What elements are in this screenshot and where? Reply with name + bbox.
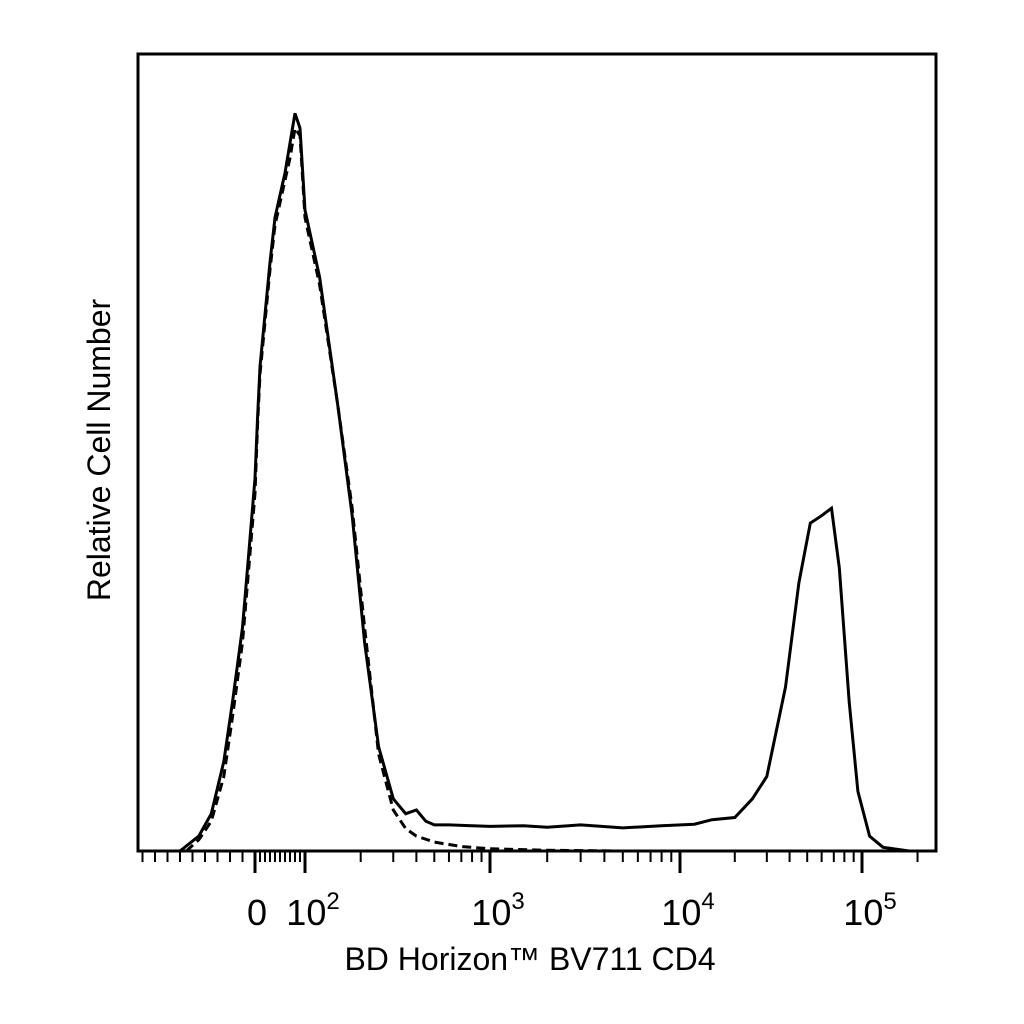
x-tick-label-1e2-base: 10 xyxy=(286,892,326,933)
x-tick-label-1e2: 102 xyxy=(286,888,339,933)
x-axis-label: BD Horizon™ BV711 CD4 xyxy=(344,941,715,977)
x-tick-label-1e3-exp: 3 xyxy=(511,888,524,915)
x-tick-label-1e5-exp: 5 xyxy=(883,888,896,915)
series-line-dashed xyxy=(185,124,910,853)
x-tick-label-1e2-exp: 2 xyxy=(326,888,339,915)
x-tick-label-1e5-base: 10 xyxy=(843,892,883,933)
x-tick-label-0: 0 xyxy=(247,892,267,933)
x-tick-label-1e4-base: 10 xyxy=(661,892,701,933)
x-tick-label-1e5: 105 xyxy=(843,888,896,933)
x-tick-label-1e3: 103 xyxy=(471,888,524,933)
x-tick-label-1e4-exp: 4 xyxy=(701,888,714,915)
y-axis-label: Relative Cell Number xyxy=(81,298,117,601)
x-tick-label-1e4: 104 xyxy=(661,888,714,933)
x-tick-label-1e3-base: 10 xyxy=(471,892,511,933)
series-layer xyxy=(179,112,910,853)
x-axis-major-ticks xyxy=(253,851,864,873)
x-axis-minor-ticks xyxy=(141,851,919,862)
